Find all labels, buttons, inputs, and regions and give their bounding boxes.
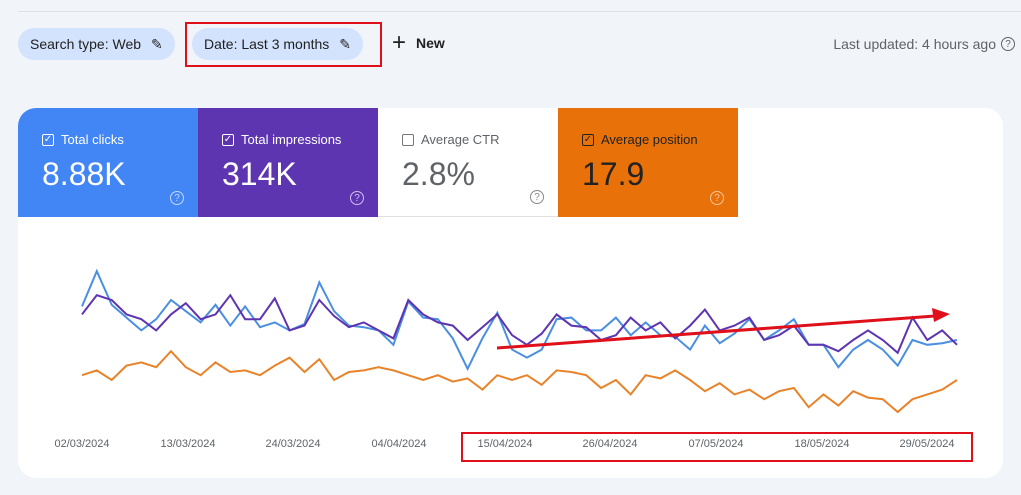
- checkbox-checked-icon[interactable]: ✓: [222, 133, 234, 146]
- new-label: New: [416, 35, 445, 51]
- trend-arrow-head: [932, 308, 950, 322]
- checkbox-checked-icon[interactable]: ✓: [582, 133, 594, 146]
- help-icon[interactable]: ?: [530, 190, 544, 204]
- help-icon[interactable]: ?: [170, 191, 184, 205]
- plus-icon: +: [392, 29, 407, 56]
- metric-label: Average position: [601, 132, 698, 147]
- checkbox-unchecked-icon[interactable]: [402, 133, 414, 146]
- pencil-icon: ✎: [151, 35, 163, 52]
- series-line-total-impressions: [81, 293, 958, 355]
- help-icon[interactable]: ?: [710, 191, 724, 205]
- metric-label: Average CTR: [421, 132, 500, 147]
- date-filter-chip[interactable]: Date: Last 3 months ✎: [192, 28, 364, 60]
- x-tick-label: 15/04/2024: [477, 438, 533, 450]
- x-tick-label: 04/04/2024: [371, 438, 427, 450]
- x-tick-label: 29/05/2024: [899, 438, 955, 450]
- checkbox-checked-icon[interactable]: ✓: [42, 133, 54, 146]
- pencil-icon: ✎: [339, 35, 352, 52]
- metric-tile-average-position[interactable]: ✓ Average position 17.9 ?: [558, 108, 738, 217]
- performance-card: ✓ Total clicks 8.88K ? ✓ Total impressions…: [18, 108, 1003, 478]
- metric-label: Total impressions: [241, 132, 342, 147]
- highlight-box-dates: [461, 432, 973, 462]
- date-label: Date: Last 3 months: [204, 36, 330, 52]
- divider: [18, 11, 1021, 12]
- x-tick-label: 26/04/2024: [582, 438, 638, 450]
- x-tick-label: 24/03/2024: [265, 438, 321, 450]
- x-tick-label: 18/05/2024: [794, 438, 850, 450]
- metric-label: Total clicks: [61, 132, 124, 147]
- last-updated-text: Last updated: 4 hours ago: [833, 36, 996, 52]
- series-line-average-position: [81, 349, 958, 414]
- x-tick-label: 13/03/2024: [160, 438, 216, 450]
- metric-value: 314K: [222, 156, 297, 192]
- metric-tile-average-ctr[interactable]: Average CTR 2.8% ?: [378, 108, 558, 217]
- help-icon[interactable]: ?: [350, 191, 364, 205]
- series-line-total-clicks: [81, 268, 958, 372]
- metric-value: 17.9: [582, 156, 645, 192]
- x-tick-label: 07/05/2024: [688, 438, 744, 450]
- metric-value: 2.8%: [402, 156, 475, 192]
- search-type-filter-chip[interactable]: Search type: Web ✎: [18, 28, 175, 60]
- highlight-box-date: [185, 22, 382, 67]
- new-filter-button[interactable]: + New: [392, 29, 445, 56]
- help-icon[interactable]: ?: [1001, 37, 1015, 51]
- x-tick-label: 02/03/2024: [54, 438, 110, 450]
- trend-arrow-line: [496, 314, 936, 350]
- metric-tile-total-clicks[interactable]: ✓ Total clicks 8.88K ?: [18, 108, 198, 217]
- metric-value: 8.88K: [42, 156, 126, 192]
- metric-tile-total-impressions[interactable]: ✓ Total impressions 314K ?: [198, 108, 378, 217]
- last-updated: Last updated: 4 hours ago ?: [833, 36, 1015, 52]
- search-type-label: Search type: Web: [30, 36, 142, 52]
